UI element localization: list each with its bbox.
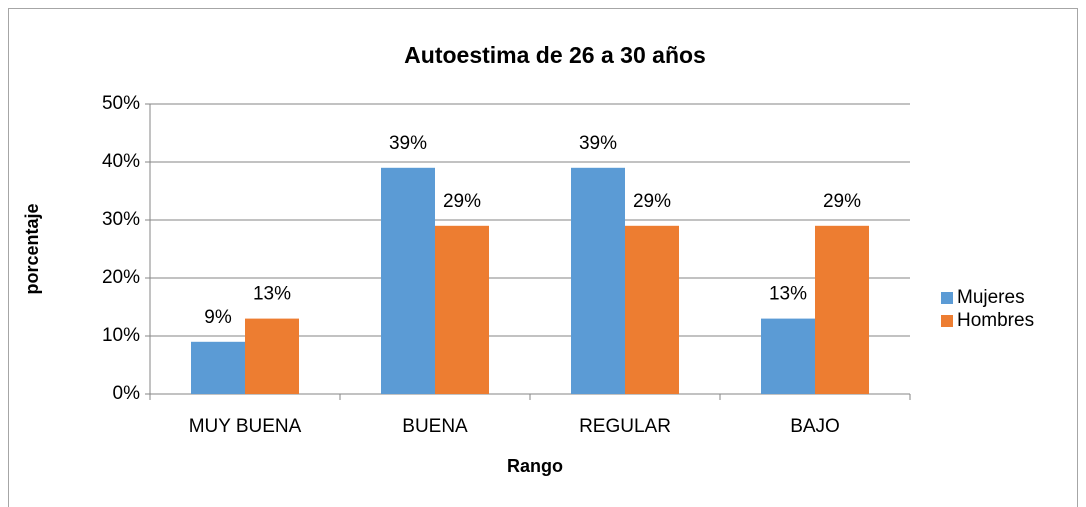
chart-frame (8, 8, 1078, 507)
legend-label: Mujeres (957, 287, 1025, 308)
x-tick-label: BUENA (402, 416, 468, 437)
chart-title: Autoestima de 26 a 30 años (404, 42, 706, 68)
x-tick-label: BAJO (790, 416, 840, 437)
data-label: 29% (823, 191, 861, 212)
y-tick-label: 20% (102, 267, 140, 288)
data-label: 13% (253, 284, 291, 305)
y-axis-title: porcentaje (22, 203, 42, 294)
legend-label: Hombres (957, 310, 1034, 331)
y-tick-label: 30% (102, 209, 140, 230)
bar (571, 167, 625, 394)
y-tick-label: 10% (102, 325, 140, 346)
legend-swatch (941, 292, 953, 304)
x-tick-label: MUY BUENA (189, 416, 302, 437)
bar (815, 225, 869, 394)
bar (245, 318, 299, 394)
bar (625, 225, 679, 394)
data-label: 29% (443, 191, 481, 212)
y-tick-label: 0% (113, 383, 141, 404)
bar (435, 225, 489, 394)
bar (381, 167, 435, 394)
data-label: 9% (204, 307, 232, 328)
data-label: 29% (633, 191, 671, 212)
x-axis-title: Rango (507, 456, 563, 476)
data-label: 39% (579, 133, 617, 154)
bar (761, 318, 815, 394)
x-tick-label: REGULAR (579, 416, 671, 437)
data-label: 39% (389, 133, 427, 154)
legend-swatch (941, 315, 953, 327)
data-label: 13% (769, 284, 807, 305)
bar (191, 341, 245, 394)
y-tick-label: 50% (102, 93, 140, 114)
y-tick-label: 40% (102, 151, 140, 172)
